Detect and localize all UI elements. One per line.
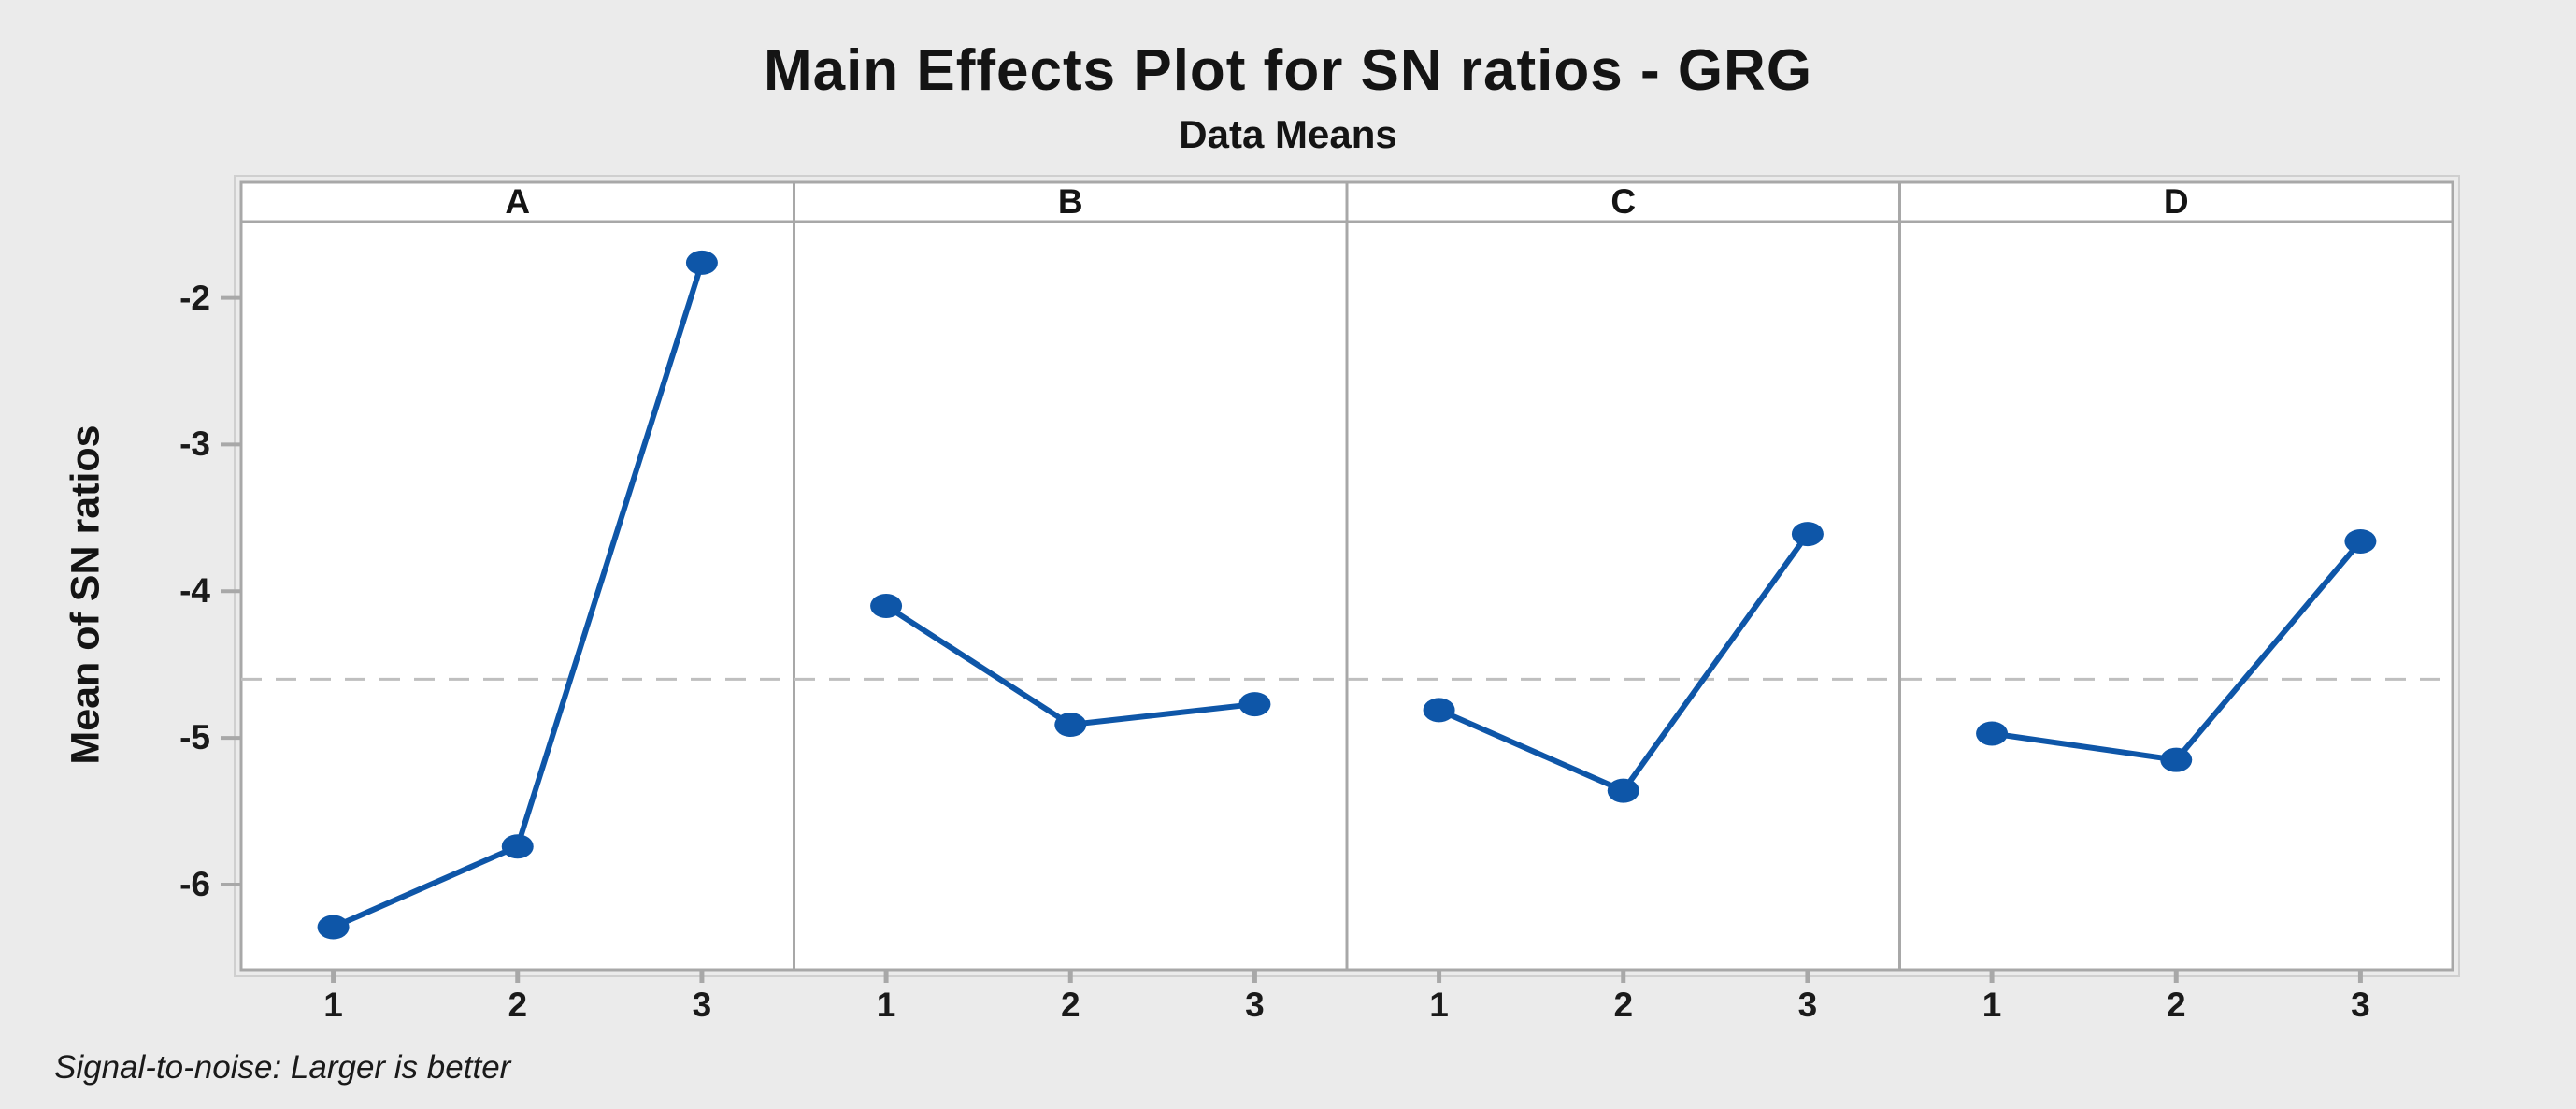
chart-title: Main Effects Plot for SN ratios - GRG [763,38,1813,103]
x-tick-label: 3 [1797,986,1818,1024]
panel-plot-area [1345,220,1901,972]
chart-subtitle: Data Means [1179,112,1397,156]
data-point-marker [1791,522,1824,547]
data-point-marker [1976,721,2009,746]
panel-plot-area [1898,220,2454,972]
y-tick-label: -3 [179,425,210,464]
data-point-marker [2344,528,2377,554]
panel-header-label: B [1057,182,1083,221]
data-point-marker [1607,778,1639,803]
y-tick-label: -5 [179,718,210,757]
panel-header-band [1898,180,2454,223]
x-tick-label: 1 [1982,986,2002,1024]
data-point-marker [1238,692,1271,717]
x-tick-label: 3 [2351,986,2370,1024]
y-tick-label: -4 [179,571,210,611]
x-tick-label: 2 [2166,986,2186,1024]
data-point-marker [1054,713,1087,738]
data-point-marker [2160,747,2193,772]
data-point-marker [1423,698,1455,723]
data-point-marker [317,915,350,940]
x-tick-label: 2 [1613,986,1634,1024]
x-tick-label: 1 [323,986,343,1024]
x-tick-label: 3 [692,986,712,1024]
panel-header-band [1345,180,1901,223]
x-tick-label: 1 [876,986,896,1024]
x-tick-label: 3 [1245,986,1265,1024]
y-tick-label: -2 [179,278,210,317]
panel-header-label: D [2163,182,2189,221]
panel-header-label: C [1610,182,1637,221]
x-tick-label: 2 [1060,986,1080,1024]
data-point-marker [501,834,534,859]
outer-frame [234,175,2460,977]
data-point-marker [870,593,903,618]
panel-plot-area [793,220,1349,972]
footer-note: Signal-to-noise: Larger is better [54,1049,511,1086]
x-tick-label: 1 [1429,986,1449,1024]
panel-header-label: A [505,182,531,221]
x-tick-label: 2 [508,986,528,1024]
y-tick-label: -6 [179,865,210,904]
data-point-marker [685,250,718,275]
